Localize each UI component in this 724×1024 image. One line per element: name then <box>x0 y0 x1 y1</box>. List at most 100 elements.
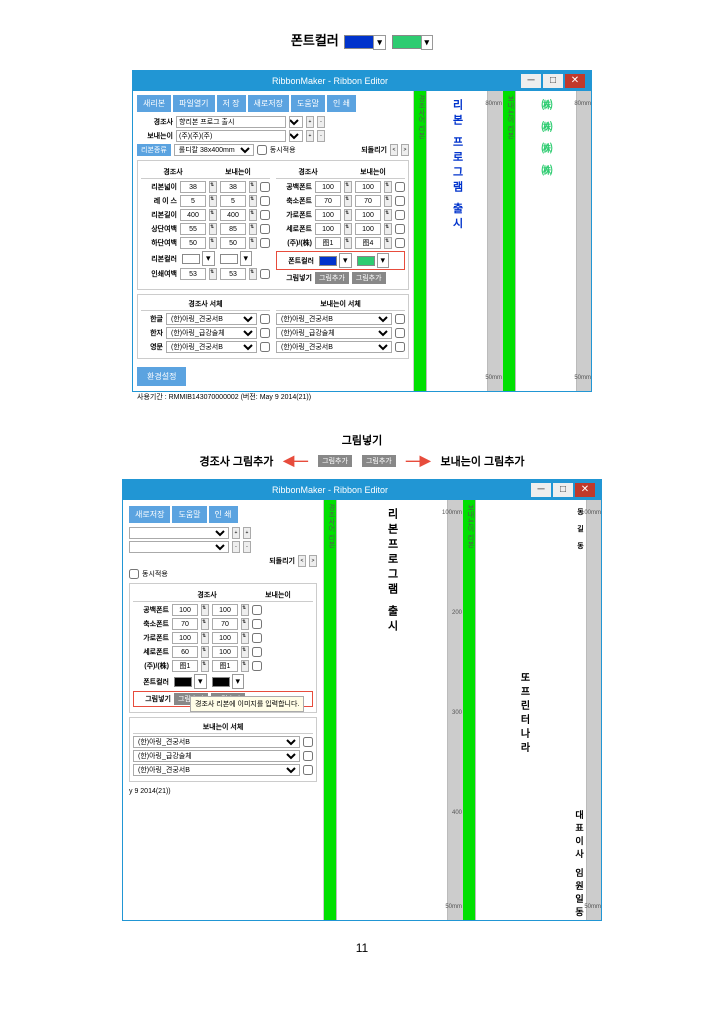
minus-button[interactable]: - <box>317 130 325 142</box>
field-select[interactable] <box>129 527 229 539</box>
number-input[interactable] <box>355 181 381 193</box>
number-input[interactable] <box>355 209 381 221</box>
font-select[interactable]: (한)아링_견궁서B <box>276 313 392 325</box>
minus-button[interactable]: - <box>243 541 251 553</box>
undo-fwd[interactable]: > <box>309 555 317 567</box>
number-input[interactable] <box>315 223 341 235</box>
number-input[interactable] <box>220 209 246 221</box>
lock-checkbox[interactable] <box>260 269 270 279</box>
lock-checkbox[interactable] <box>395 210 405 220</box>
toolbar-button[interactable]: 인 쇄 <box>327 95 356 112</box>
plus-button[interactable]: + <box>243 527 251 539</box>
toolbar-button[interactable]: 새로저장 <box>129 506 170 523</box>
number-input[interactable] <box>212 618 238 630</box>
font-select[interactable]: (한)아링_견궁서B <box>166 313 257 325</box>
color-swatch-1[interactable] <box>344 35 374 49</box>
number-input[interactable] <box>180 237 206 249</box>
plus-button[interactable]: + <box>232 527 240 539</box>
close-button[interactable]: ✕ <box>565 74 585 88</box>
number-input[interactable] <box>355 237 381 249</box>
add-image-button[interactable]: 그림추가 <box>352 272 386 284</box>
color-swatch[interactable] <box>357 256 375 266</box>
number-input[interactable] <box>315 209 341 221</box>
lock-checkbox[interactable] <box>260 224 270 234</box>
add-image-button[interactable]: 그림추가 <box>315 272 349 284</box>
number-input[interactable] <box>180 181 206 193</box>
font-select[interactable]: (한)아링_급강술체 <box>133 750 300 762</box>
font-select[interactable]: (한)아링_급강술체 <box>166 327 257 339</box>
minimize-button[interactable]: ─ <box>531 483 551 497</box>
undo-fwd[interactable]: > <box>401 144 409 156</box>
toolbar-button[interactable]: 도움말 <box>291 95 325 112</box>
ribbontype-button[interactable]: 리본종류 <box>137 144 171 156</box>
plus-button[interactable]: + <box>306 130 314 142</box>
number-input[interactable] <box>355 223 381 235</box>
lock-checkbox[interactable] <box>395 224 405 234</box>
number-input[interactable] <box>315 237 341 249</box>
plus-button[interactable]: + <box>306 116 314 128</box>
color-swatch[interactable] <box>212 677 230 687</box>
color-swatch[interactable] <box>174 677 192 687</box>
number-input[interactable] <box>220 223 246 235</box>
number-input[interactable] <box>172 646 198 658</box>
sametime-checkbox[interactable] <box>257 145 267 155</box>
add-image-button-right[interactable]: 그림추가 <box>362 455 396 467</box>
color-swatch[interactable] <box>182 254 200 264</box>
field-select[interactable] <box>129 541 229 553</box>
number-input[interactable] <box>212 646 238 658</box>
gyeongjo-select[interactable] <box>289 116 303 128</box>
lock-checkbox[interactable] <box>260 238 270 248</box>
add-image-button-left[interactable]: 그림추가 <box>318 455 352 467</box>
ribbontype-select[interactable]: 롤디칼 38x400mm <box>174 144 254 156</box>
undo-back[interactable]: < <box>298 555 306 567</box>
lock-checkbox[interactable] <box>395 182 405 192</box>
font-select[interactable]: (한)아링_견궁서B <box>166 341 257 353</box>
maximize-button[interactable]: □ <box>553 483 573 497</box>
number-input[interactable] <box>172 618 198 630</box>
toolbar-button[interactable]: 도움말 <box>172 506 206 523</box>
number-input[interactable] <box>180 209 206 221</box>
number-input[interactable] <box>315 181 341 193</box>
font-select[interactable]: (한)아링_견궁서B <box>133 736 300 748</box>
toolbar-button[interactable]: 인 쇄 <box>209 506 238 523</box>
number-input[interactable] <box>180 268 206 280</box>
number-input[interactable] <box>220 181 246 193</box>
color-swatch-2[interactable] <box>392 35 422 49</box>
number-input[interactable] <box>220 237 246 249</box>
number-input[interactable] <box>220 195 246 207</box>
dropdown-icon[interactable]: ▾ <box>421 35 434 50</box>
toolbar-button[interactable]: 새로저장 <box>248 95 289 112</box>
number-input[interactable] <box>180 223 206 235</box>
lock-checkbox[interactable] <box>252 605 262 615</box>
close-button[interactable]: ✕ <box>575 483 595 497</box>
number-input[interactable] <box>315 195 341 207</box>
font-select[interactable]: (한)아링_견궁서B <box>133 764 300 776</box>
number-input[interactable] <box>355 195 381 207</box>
number-input[interactable] <box>212 604 238 616</box>
lock-checkbox[interactable] <box>260 182 270 192</box>
lock-checkbox[interactable] <box>252 647 262 657</box>
number-input[interactable] <box>172 604 198 616</box>
lock-checkbox[interactable] <box>260 196 270 206</box>
sender-select[interactable] <box>289 130 303 142</box>
lock-checkbox[interactable] <box>252 619 262 629</box>
font-select[interactable]: (한)아링_견궁서B <box>276 341 392 353</box>
minimize-button[interactable]: ─ <box>521 74 541 88</box>
toolbar-button[interactable]: 저 장 <box>217 95 246 112</box>
number-input[interactable] <box>172 632 198 644</box>
number-input[interactable] <box>172 660 198 672</box>
dropdown-icon[interactable]: ▾ <box>373 35 386 50</box>
sametime-checkbox[interactable] <box>129 569 139 579</box>
minus-button[interactable]: - <box>232 541 240 553</box>
toolbar-button[interactable]: 파일열기 <box>173 95 214 112</box>
lock-checkbox[interactable] <box>395 196 405 206</box>
number-input[interactable] <box>212 632 238 644</box>
number-input[interactable] <box>180 195 206 207</box>
maximize-button[interactable]: □ <box>543 74 563 88</box>
sender-input[interactable] <box>176 130 286 142</box>
lock-checkbox[interactable] <box>252 661 262 671</box>
undo-back[interactable]: < <box>390 144 398 156</box>
number-input[interactable] <box>220 268 246 280</box>
toolbar-button[interactable]: 새리본 <box>137 95 171 112</box>
number-input[interactable] <box>212 660 238 672</box>
